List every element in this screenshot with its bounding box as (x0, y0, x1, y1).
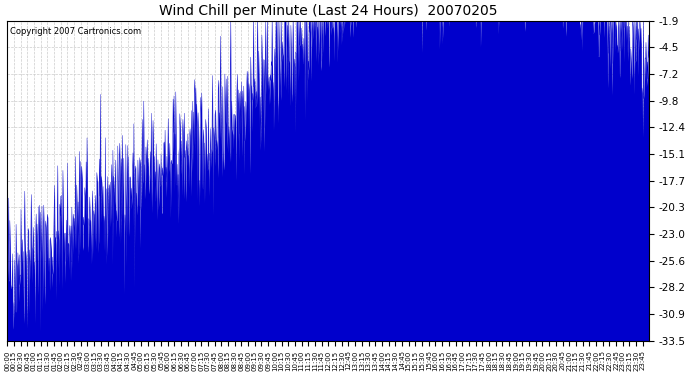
Text: Copyright 2007 Cartronics.com: Copyright 2007 Cartronics.com (10, 27, 141, 36)
Title: Wind Chill per Minute (Last 24 Hours)  20070205: Wind Chill per Minute (Last 24 Hours) 20… (159, 4, 497, 18)
